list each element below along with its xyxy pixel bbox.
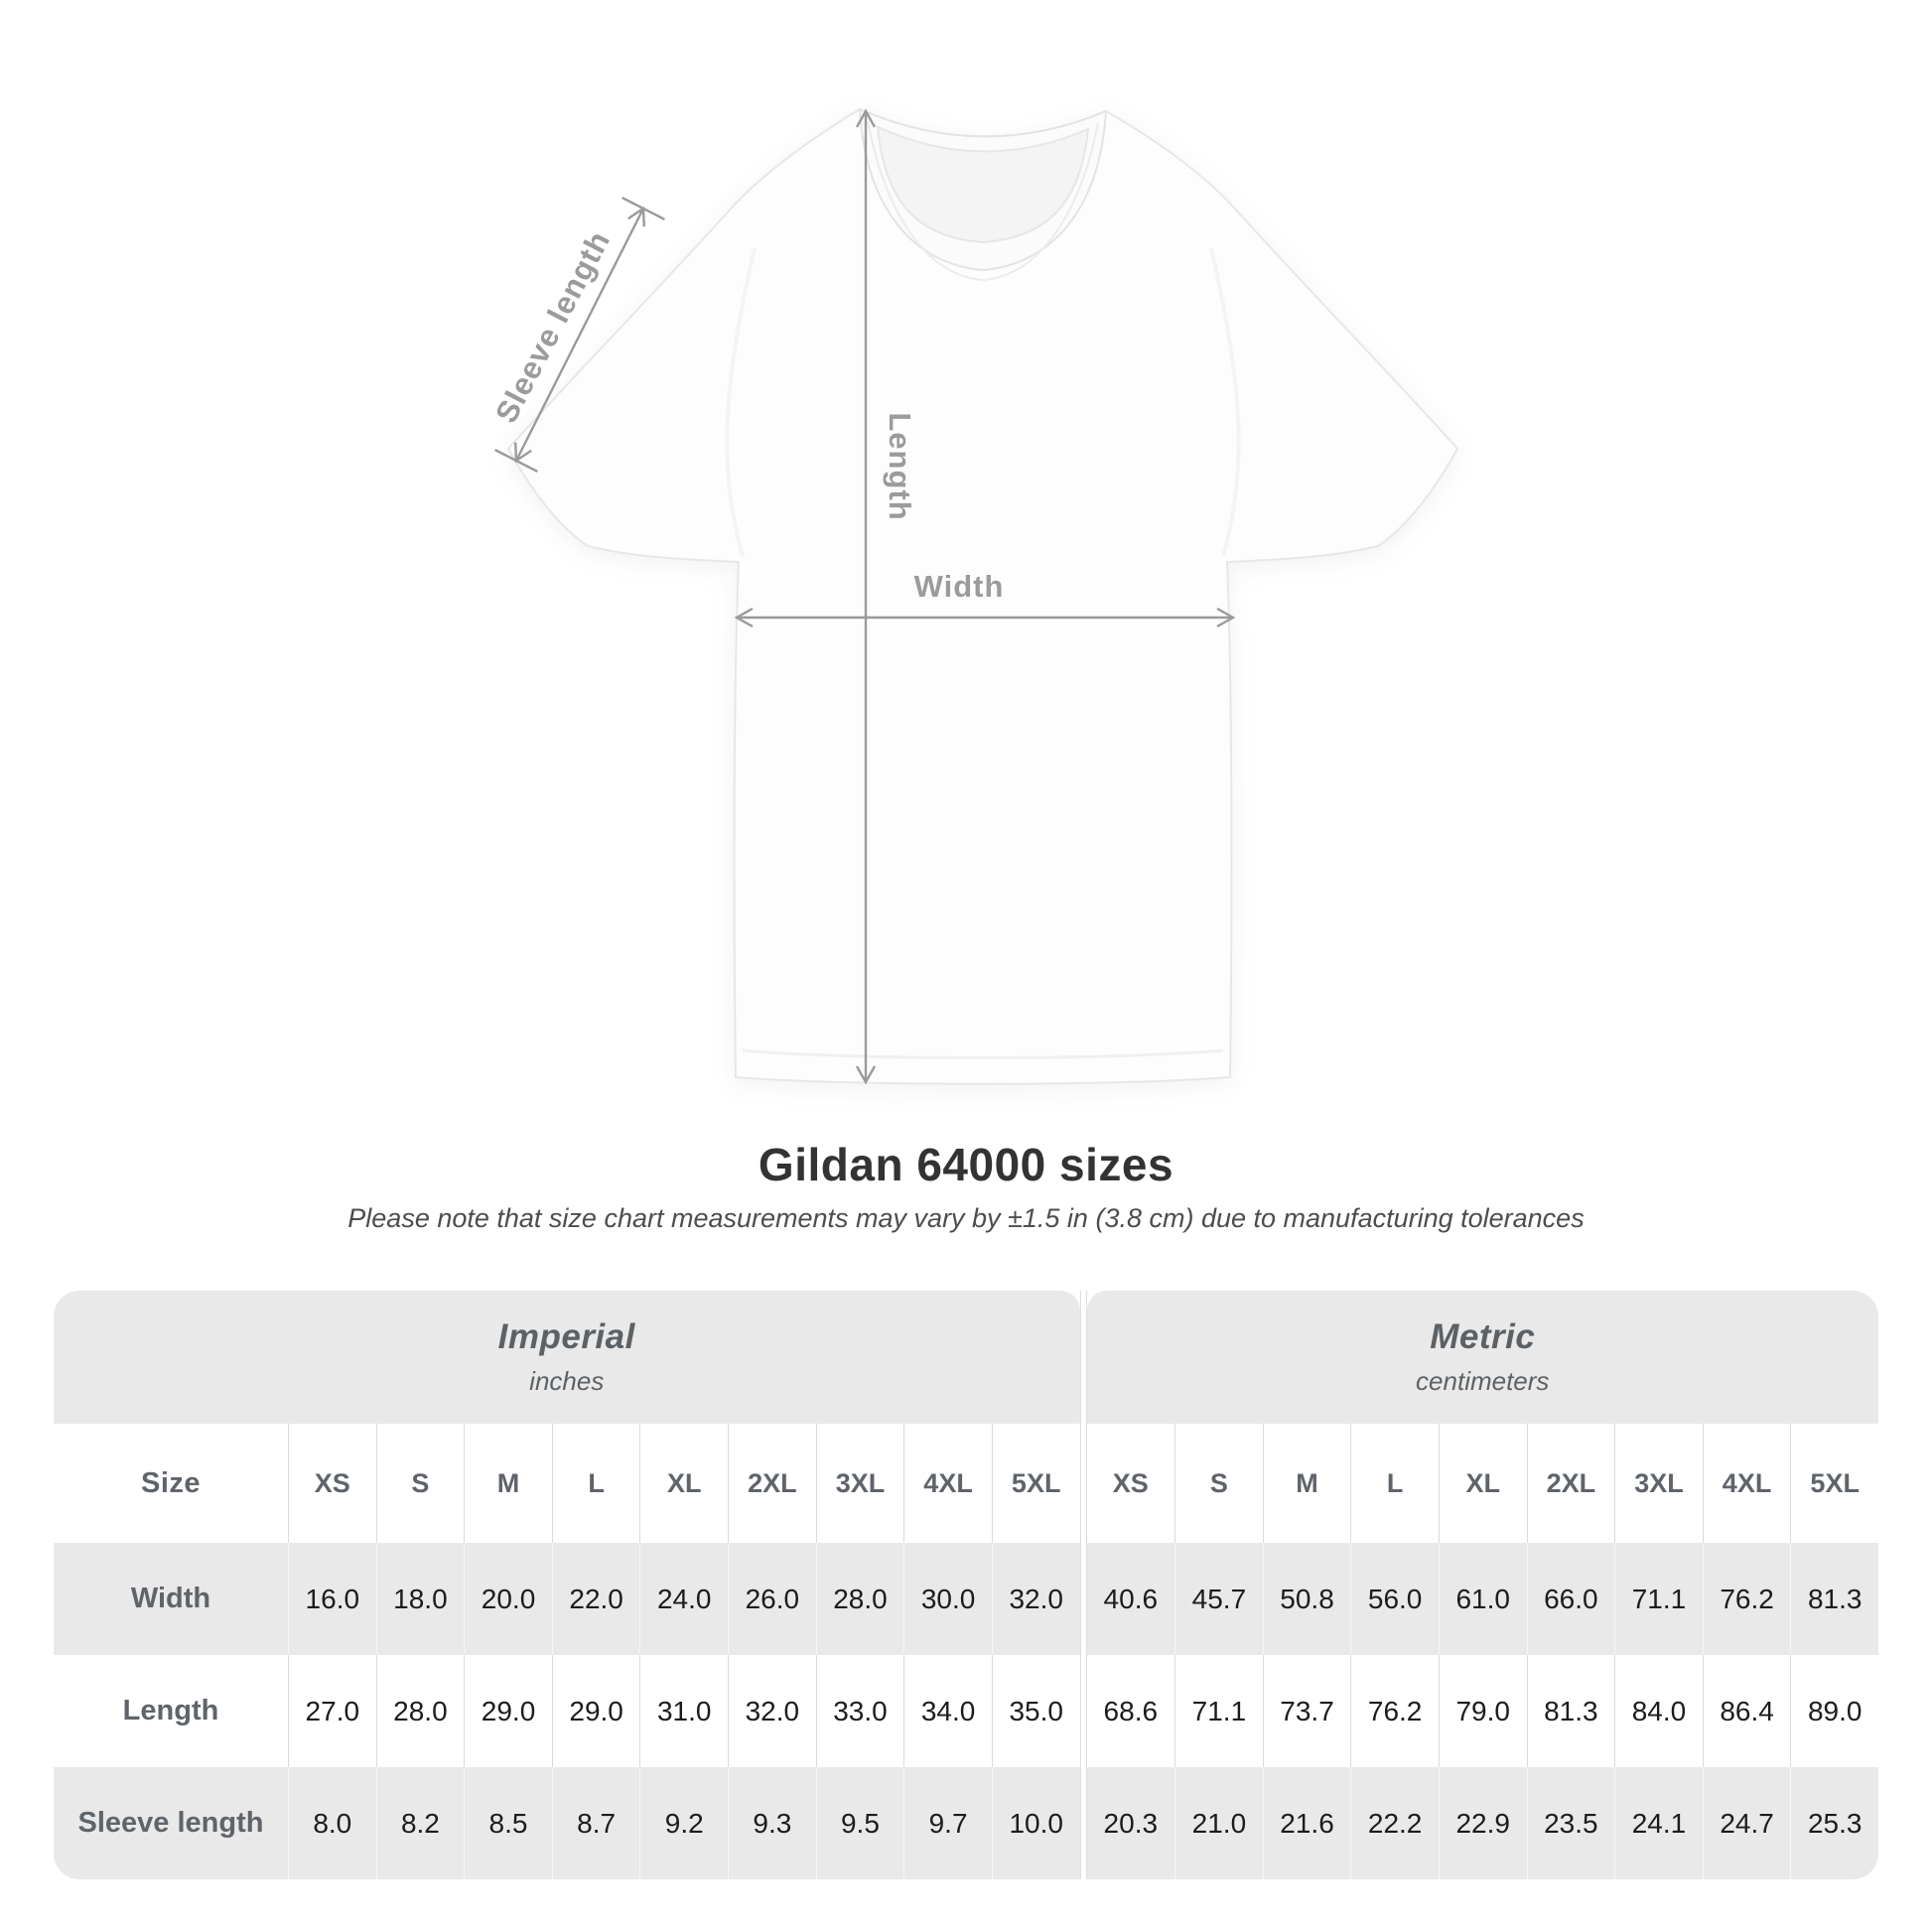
measurement-value-cell: 66.0 [1526,1543,1615,1655]
measurement-value-cell: 24.1 [1614,1767,1703,1879]
measurement-value-cell: 28.0 [815,1543,904,1655]
size-column-header: XS [1086,1424,1175,1543]
size-column-header: 4XL [903,1424,992,1543]
measurement-value-cell: 84.0 [1614,1655,1703,1767]
measurement-value-cell: 16.0 [288,1543,376,1655]
measurement-value-cell: 22.0 [551,1543,640,1655]
size-column-header: M [1262,1424,1351,1543]
sleeve-length-arrow [513,206,646,464]
row-label: Sleeve length [54,1767,288,1879]
size-column-header: 2XL [1526,1424,1615,1543]
measurement-value-cell: 9.7 [903,1767,992,1879]
size-column-header: M [464,1424,552,1543]
size-column-header: 5XL [1790,1424,1878,1543]
size-table: Imperial inches Metric centimeters Size … [54,1291,1878,1879]
measurement-value-cell: 22.2 [1350,1767,1439,1879]
length-label: Length [883,412,917,520]
measurement-value-cell: 10.0 [991,1767,1080,1879]
measurement-value-cell: 21.6 [1262,1767,1351,1879]
tshirt-graphic [506,107,1459,1085]
measurement-value-cell: 8.0 [288,1767,376,1879]
measurement-value-cell: 24.0 [639,1543,729,1655]
measurement-value-cell: 22.9 [1438,1767,1527,1879]
row-label: Width [54,1543,288,1655]
measurement-value-cell: 81.3 [1790,1543,1878,1655]
measurement-value-cell: 9.3 [728,1767,816,1879]
imperial-unit: inches [529,1366,605,1396]
measurement-value-cell: 50.8 [1262,1543,1351,1655]
measurement-value-cell: 23.5 [1526,1767,1615,1879]
measurement-value-cell: 79.0 [1438,1655,1527,1767]
size-column-header: L [1350,1424,1439,1543]
size-column-header: XS [288,1424,376,1543]
size-column-header: L [551,1424,640,1543]
measurement-value-cell: 8.5 [464,1767,552,1879]
measurement-value-cell: 9.2 [639,1767,729,1879]
measurement-value-cell: 8.2 [375,1767,465,1879]
size-column-header: 3XL [815,1424,904,1543]
measurement-value-cell: 89.0 [1790,1655,1878,1767]
size-corner-header: Size [54,1424,288,1543]
measurement-value-cell: 76.2 [1350,1655,1439,1767]
sleeve-arrow-end-cap [621,197,665,220]
measurement-value-cell: 29.0 [464,1655,552,1767]
measurement-value-cell: 40.6 [1086,1543,1175,1655]
tshirt-diagram: Length Width Sleeve length [488,107,1459,1085]
measurement-value-cell: 21.0 [1174,1767,1263,1879]
measurement-value-cell: 71.1 [1614,1543,1703,1655]
measurement-value-cell: 56.0 [1350,1543,1439,1655]
imperial-label: Imperial [497,1317,635,1356]
measurement-value-cell: 33.0 [815,1655,904,1767]
size-column-header: 3XL [1614,1424,1703,1543]
measurement-value-cell: 32.0 [728,1655,816,1767]
measurement-value-cell: 24.7 [1702,1767,1791,1879]
size-column-header: XL [639,1424,729,1543]
measurement-value-cell: 30.0 [903,1543,992,1655]
measurement-value-cell: 26.0 [728,1543,816,1655]
row-label: Length [54,1655,288,1767]
sleeve-arrow-end-cap [494,449,538,473]
group-divider [1079,1291,1087,1879]
measurement-value-cell: 76.2 [1702,1543,1791,1655]
page-title: Gildan 64000 sizes [758,1139,1174,1190]
measurement-value-cell: 29.0 [551,1655,640,1767]
measurement-value-cell: 73.7 [1262,1655,1351,1767]
measurement-value-cell: 9.5 [815,1767,904,1879]
metric-header: Metric centimeters [1086,1291,1878,1424]
measurement-value-cell: 45.7 [1174,1543,1263,1655]
size-column-header: S [375,1424,465,1543]
measurement-value-cell: 31.0 [639,1655,729,1767]
measurement-value-cell: 71.1 [1174,1655,1263,1767]
tolerance-note: Please note that size chart measurements… [347,1203,1585,1233]
metric-unit: centimeters [1416,1366,1550,1396]
size-column-header: 4XL [1702,1424,1791,1543]
measurement-value-cell: 20.3 [1086,1767,1175,1879]
imperial-header: Imperial inches [54,1291,1080,1424]
size-column-header: XL [1438,1424,1527,1543]
measurement-value-cell: 34.0 [903,1655,992,1767]
size-column-header: S [1174,1424,1263,1543]
measurement-value-cell: 81.3 [1526,1655,1615,1767]
measurement-value-cell: 25.3 [1790,1767,1878,1879]
width-label: Width [914,569,1005,604]
measurement-value-cell: 35.0 [991,1655,1080,1767]
measurement-value-cell: 18.0 [375,1543,465,1655]
measurement-value-cell: 27.0 [288,1655,376,1767]
size-column-header: 5XL [991,1424,1080,1543]
measurement-value-cell: 61.0 [1438,1543,1527,1655]
measurement-value-cell: 68.6 [1086,1655,1175,1767]
measurement-value-cell: 28.0 [375,1655,465,1767]
size-column-header: 2XL [728,1424,816,1543]
metric-label: Metric [1430,1317,1536,1356]
measurement-value-cell: 20.0 [464,1543,552,1655]
measurement-value-cell: 86.4 [1702,1655,1791,1767]
measurement-value-cell: 8.7 [551,1767,640,1879]
measurement-value-cell: 32.0 [991,1543,1080,1655]
